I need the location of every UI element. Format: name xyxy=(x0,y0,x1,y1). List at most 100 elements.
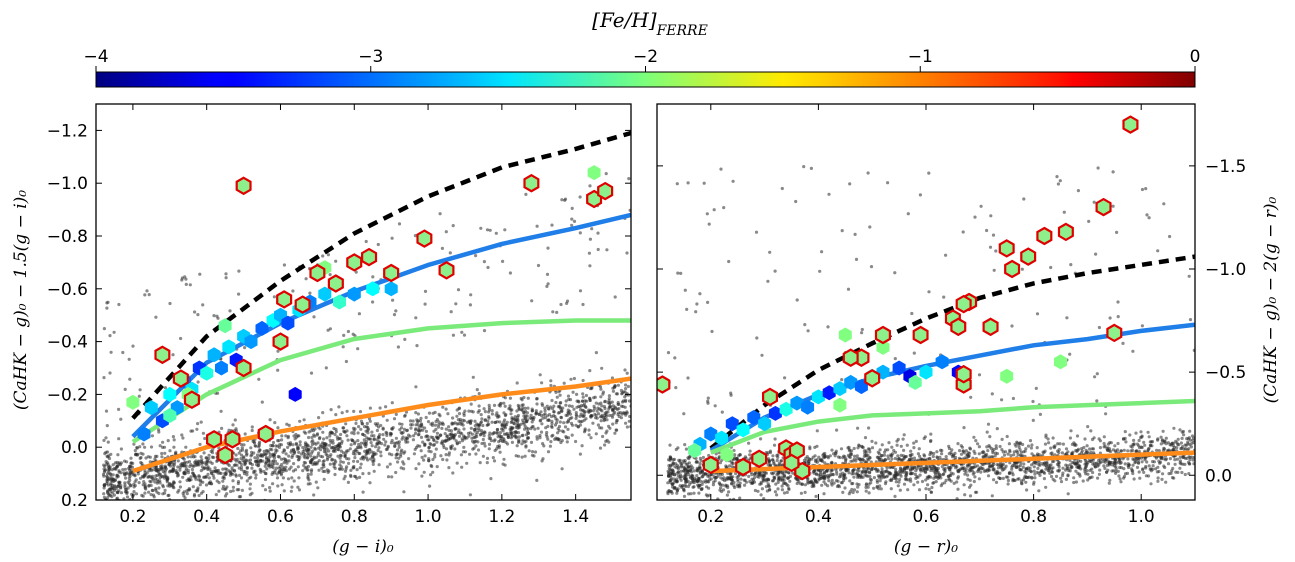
background-point xyxy=(155,481,159,485)
background-point xyxy=(927,171,931,175)
background-point xyxy=(508,396,512,400)
background-point xyxy=(1058,179,1062,183)
background-point xyxy=(186,455,190,459)
background-point xyxy=(334,413,338,417)
background-point xyxy=(520,455,524,459)
background-point xyxy=(839,468,843,472)
background-point xyxy=(1057,469,1061,473)
background-point xyxy=(695,466,699,470)
right-panel: 0.2 0.4 0.6 0.8 1.00.0−0.5−1.0−1.5 (g − r)₀ … xyxy=(656,103,1281,557)
background-point xyxy=(200,462,204,466)
star-point xyxy=(333,294,346,310)
background-point xyxy=(152,495,156,499)
background-point xyxy=(290,448,294,452)
background-point xyxy=(561,406,565,410)
background-point xyxy=(306,472,310,476)
background-point xyxy=(197,475,202,479)
background-point xyxy=(343,474,347,478)
background-point xyxy=(954,466,958,470)
background-point xyxy=(250,425,254,429)
background-point xyxy=(575,405,579,409)
background-point xyxy=(532,454,536,458)
background-point xyxy=(167,463,171,467)
background-point xyxy=(944,455,948,459)
background-point xyxy=(1091,447,1095,451)
background-point xyxy=(173,461,177,465)
background-point xyxy=(503,463,507,467)
background-point xyxy=(202,461,206,465)
background-point xyxy=(293,450,297,454)
background-point xyxy=(391,426,395,430)
background-point xyxy=(675,471,679,475)
background-point xyxy=(196,422,200,426)
background-point xyxy=(1071,450,1075,454)
background-point xyxy=(567,411,571,415)
background-point xyxy=(288,443,292,447)
background-point xyxy=(1035,312,1040,316)
background-point xyxy=(510,416,514,420)
background-point xyxy=(934,480,938,484)
background-point xyxy=(154,315,158,319)
background-point xyxy=(560,409,564,413)
background-point xyxy=(530,409,535,413)
background-point xyxy=(158,475,162,480)
background-point xyxy=(301,445,305,450)
background-point xyxy=(487,434,491,438)
background-point xyxy=(249,454,253,458)
highlighted-star-point xyxy=(327,274,344,293)
background-point xyxy=(443,432,447,436)
background-point xyxy=(257,443,261,448)
background-point xyxy=(252,451,256,455)
background-point xyxy=(876,474,881,478)
background-point xyxy=(668,468,672,472)
background-point xyxy=(909,449,913,453)
background-point xyxy=(242,443,246,447)
star-point xyxy=(366,281,380,297)
background-point xyxy=(329,408,333,412)
background-point xyxy=(530,299,534,303)
background-point xyxy=(342,429,346,433)
background-point xyxy=(219,409,223,413)
highlighted-star-point xyxy=(154,345,171,365)
background-point xyxy=(880,443,884,447)
background-point xyxy=(1061,471,1065,475)
background-point xyxy=(1161,472,1165,476)
background-point xyxy=(1097,325,1101,330)
background-point xyxy=(1010,467,1014,471)
background-point xyxy=(779,459,783,463)
background-point xyxy=(692,469,697,473)
background-point xyxy=(540,422,544,426)
background-point xyxy=(321,254,325,258)
background-point xyxy=(807,462,811,466)
background-point xyxy=(541,442,545,446)
background-point xyxy=(469,426,473,430)
background-point xyxy=(755,336,759,340)
background-point xyxy=(806,481,810,485)
background-point xyxy=(397,442,401,447)
background-point xyxy=(367,471,371,475)
background-point xyxy=(603,443,607,447)
background-point xyxy=(210,482,214,486)
background-point xyxy=(688,482,692,486)
background-point xyxy=(1176,437,1180,441)
background-point xyxy=(984,468,988,473)
background-point xyxy=(483,444,487,448)
background-point xyxy=(550,422,554,426)
background-point xyxy=(163,386,167,390)
background-point xyxy=(106,495,110,500)
background-point xyxy=(602,404,607,409)
background-point xyxy=(1170,469,1174,473)
background-point xyxy=(990,455,994,459)
background-point xyxy=(314,480,318,484)
background-point xyxy=(1065,316,1069,320)
background-point xyxy=(1011,477,1015,481)
background-point xyxy=(158,472,162,476)
background-point xyxy=(558,401,562,405)
background-point xyxy=(313,434,317,438)
background-point xyxy=(1111,204,1115,208)
background-point xyxy=(304,277,308,281)
background-point xyxy=(248,482,252,486)
background-point xyxy=(199,480,203,484)
background-point xyxy=(748,453,752,457)
background-point xyxy=(279,463,284,467)
